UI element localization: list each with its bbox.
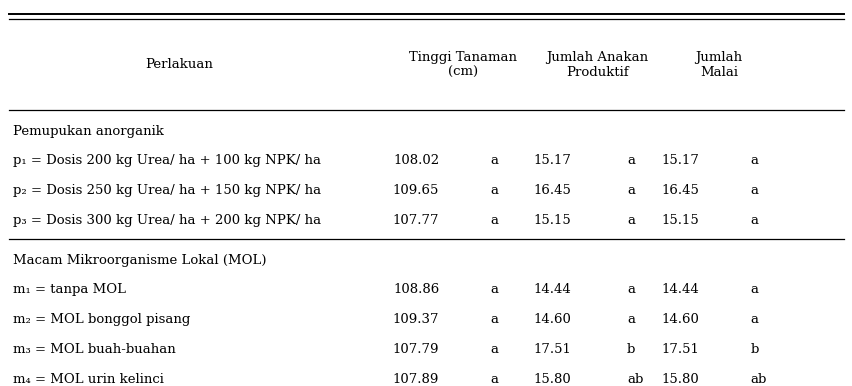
- Text: 16.45: 16.45: [661, 184, 699, 197]
- Text: 15.15: 15.15: [661, 214, 699, 227]
- Text: a: a: [490, 343, 498, 356]
- Text: Macam Mikroorganisme Lokal (MOL): Macam Mikroorganisme Lokal (MOL): [13, 254, 266, 267]
- Text: 17.51: 17.51: [533, 343, 571, 356]
- Text: Perlakuan: Perlakuan: [145, 58, 213, 71]
- Text: a: a: [490, 372, 498, 386]
- Text: Jumlah
Malai: Jumlah Malai: [694, 51, 742, 79]
- Text: Tinggi Tanaman
(cm): Tinggi Tanaman (cm): [409, 51, 516, 79]
- Text: a: a: [626, 283, 634, 296]
- Text: a: a: [750, 313, 757, 326]
- Text: Jumlah Anakan
Produktif: Jumlah Anakan Produktif: [545, 51, 648, 79]
- Text: a: a: [490, 214, 498, 227]
- Text: m₄ = MOL urin kelinci: m₄ = MOL urin kelinci: [13, 372, 164, 386]
- Text: 109.65: 109.65: [393, 184, 439, 197]
- Text: a: a: [490, 154, 498, 168]
- Text: ab: ab: [626, 372, 642, 386]
- Text: Pemupukan anorganik: Pemupukan anorganik: [13, 125, 164, 138]
- Text: a: a: [626, 214, 634, 227]
- Text: 14.44: 14.44: [533, 283, 571, 296]
- Text: a: a: [490, 283, 498, 296]
- Text: p₂ = Dosis 250 kg Urea/ ha + 150 kg NPK/ ha: p₂ = Dosis 250 kg Urea/ ha + 150 kg NPK/…: [13, 184, 320, 197]
- Text: p₁ = Dosis 200 kg Urea/ ha + 100 kg NPK/ ha: p₁ = Dosis 200 kg Urea/ ha + 100 kg NPK/…: [13, 154, 320, 168]
- Text: 15.80: 15.80: [533, 372, 571, 386]
- Text: 108.02: 108.02: [393, 154, 439, 168]
- Text: a: a: [626, 313, 634, 326]
- Text: 15.17: 15.17: [661, 154, 699, 168]
- Text: 16.45: 16.45: [533, 184, 571, 197]
- Text: b: b: [626, 343, 635, 356]
- Text: 15.17: 15.17: [533, 154, 571, 168]
- Text: 17.51: 17.51: [661, 343, 699, 356]
- Text: 107.77: 107.77: [392, 214, 439, 227]
- Text: m₂ = MOL bonggol pisang: m₂ = MOL bonggol pisang: [13, 313, 190, 326]
- Text: b: b: [750, 343, 758, 356]
- Text: 107.89: 107.89: [393, 372, 439, 386]
- Text: m₁ = tanpa MOL: m₁ = tanpa MOL: [13, 283, 125, 296]
- Text: a: a: [490, 313, 498, 326]
- Text: 14.44: 14.44: [661, 283, 699, 296]
- Text: a: a: [750, 184, 757, 197]
- Text: a: a: [750, 283, 757, 296]
- Text: 109.37: 109.37: [392, 313, 439, 326]
- Text: 14.60: 14.60: [661, 313, 699, 326]
- Text: a: a: [626, 184, 634, 197]
- Text: 108.86: 108.86: [393, 283, 439, 296]
- Text: a: a: [490, 184, 498, 197]
- Text: 14.60: 14.60: [533, 313, 571, 326]
- Text: p₃ = Dosis 300 kg Urea/ ha + 200 kg NPK/ ha: p₃ = Dosis 300 kg Urea/ ha + 200 kg NPK/…: [13, 214, 320, 227]
- Text: 15.80: 15.80: [661, 372, 699, 386]
- Text: 15.15: 15.15: [533, 214, 571, 227]
- Text: a: a: [626, 154, 634, 168]
- Text: 107.79: 107.79: [392, 343, 439, 356]
- Text: ab: ab: [750, 372, 766, 386]
- Text: a: a: [750, 214, 757, 227]
- Text: a: a: [750, 154, 757, 168]
- Text: m₃ = MOL buah-buahan: m₃ = MOL buah-buahan: [13, 343, 176, 356]
